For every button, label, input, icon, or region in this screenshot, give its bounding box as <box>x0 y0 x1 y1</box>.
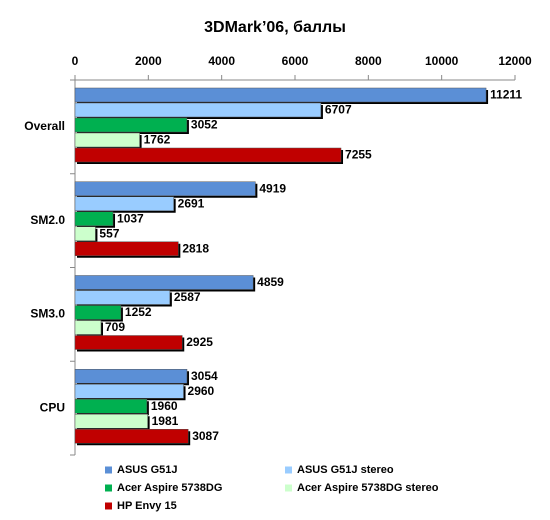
bar <box>74 132 140 148</box>
bar <box>74 290 171 305</box>
bar <box>74 384 184 399</box>
x-tick-label: 12000 <box>498 54 532 68</box>
value-label: 2960 <box>188 384 215 398</box>
bar <box>74 226 96 241</box>
y-tick-label: SM3.0 <box>30 307 65 321</box>
value-label: 2925 <box>186 335 213 349</box>
bar <box>74 429 189 444</box>
value-label: 2587 <box>174 290 201 304</box>
value-label: 3052 <box>191 118 218 132</box>
bar <box>74 211 114 226</box>
value-label: 3054 <box>191 369 218 383</box>
bar <box>74 414 148 429</box>
value-label: 2691 <box>178 196 205 210</box>
x-tick-label: 2000 <box>135 54 162 68</box>
chart-title: 3DMark’06, баллы <box>204 19 346 36</box>
y-tick-label: SM2.0 <box>30 213 65 227</box>
value-label: 1960 <box>151 399 178 413</box>
x-tick-label: 0 <box>72 54 79 68</box>
legend-label: Acer Aspire 5738DG <box>117 482 222 494</box>
legend-swatch <box>105 484 112 492</box>
value-label: 6707 <box>325 103 352 117</box>
legend-swatch <box>105 502 112 510</box>
bar <box>74 117 188 133</box>
bar <box>74 147 342 163</box>
bar <box>74 241 179 256</box>
legend-label: HP Envy 15 <box>117 500 177 512</box>
legend-label: ASUS G51J <box>117 464 178 476</box>
value-label: 2818 <box>182 241 209 255</box>
bar <box>74 196 174 211</box>
value-label: 709 <box>105 320 125 334</box>
bar <box>74 399 148 414</box>
value-label: 1037 <box>117 211 144 225</box>
value-label: 557 <box>99 226 119 240</box>
legend-swatch <box>285 484 292 492</box>
value-label: 4859 <box>257 275 284 289</box>
y-tick-label: CPU <box>40 400 65 414</box>
x-tick-label: 4000 <box>208 54 235 68</box>
bar <box>74 305 122 320</box>
legend-label: ASUS G51J stereo <box>297 464 394 476</box>
legend-swatch <box>105 466 112 474</box>
value-label: 1981 <box>152 414 179 428</box>
bar <box>74 87 487 103</box>
value-label: 7255 <box>345 148 372 162</box>
bar <box>74 181 256 196</box>
bar <box>74 275 254 290</box>
legend-swatch <box>285 466 292 474</box>
bar <box>74 320 102 335</box>
legend-label: Acer Aspire 5738DG stereo <box>297 482 439 494</box>
value-label: 1762 <box>144 133 171 147</box>
x-tick-label: 10000 <box>425 54 459 68</box>
bar <box>74 369 188 384</box>
bar <box>74 102 322 118</box>
value-label: 3087 <box>192 429 219 443</box>
bar <box>74 335 183 350</box>
x-tick-label: 6000 <box>282 54 309 68</box>
x-tick-label: 8000 <box>355 54 382 68</box>
y-tick-label: Overall <box>24 119 65 133</box>
value-label: 11211 <box>490 88 522 102</box>
value-label: 1252 <box>125 305 152 319</box>
value-label: 4919 <box>259 181 286 195</box>
